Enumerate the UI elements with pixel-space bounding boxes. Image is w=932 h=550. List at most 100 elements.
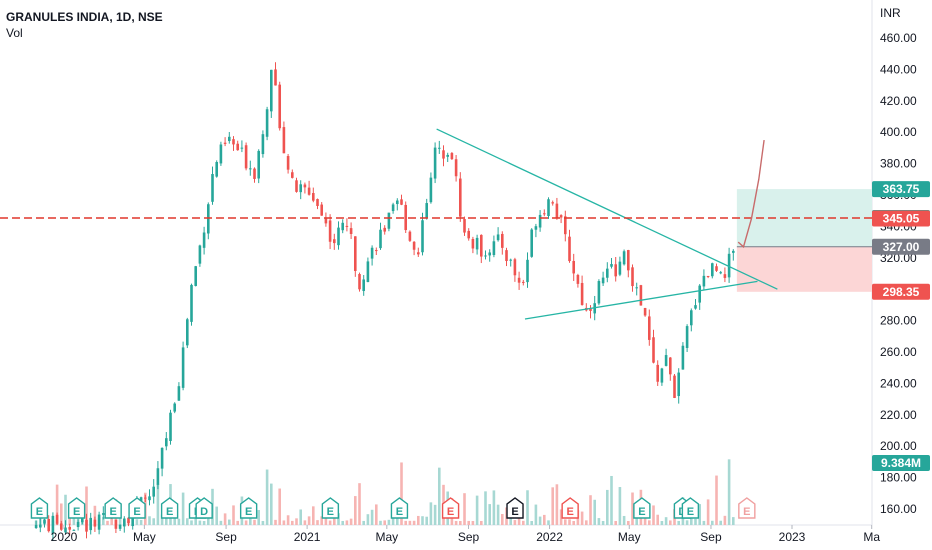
candle-body	[131, 512, 135, 527]
event-badge-shape	[30, 497, 49, 519]
event-badge-shape	[321, 497, 340, 519]
candle-body	[299, 184, 303, 193]
candle-body	[55, 514, 59, 524]
candle-body	[333, 239, 336, 244]
candle-body	[39, 524, 42, 528]
candle-body	[429, 177, 433, 203]
volume-bar	[165, 517, 168, 525]
candle-body	[719, 272, 723, 274]
volume-bar	[207, 516, 210, 525]
volume-bar	[282, 520, 286, 525]
volume-bar	[543, 514, 546, 525]
candle-body	[664, 355, 668, 366]
volume-bar	[362, 520, 366, 525]
earnings-icon: E	[133, 506, 140, 518]
event-badge-shape	[239, 497, 258, 519]
candle-body	[177, 386, 181, 401]
volume-bar	[55, 484, 59, 525]
event-marker: E	[738, 497, 756, 519]
candle-body	[370, 247, 374, 259]
price-tag: 363.75	[872, 181, 930, 198]
stop-zone	[736, 246, 872, 292]
volume-bar	[732, 517, 735, 525]
volume-bar	[286, 515, 290, 525]
volume-bar	[513, 520, 517, 525]
volume-bar	[488, 504, 492, 525]
volume-bar	[160, 514, 164, 525]
candle-body	[261, 134, 265, 155]
volume-bar	[400, 462, 403, 525]
projection-curve	[737, 139, 765, 249]
candle-body	[354, 236, 357, 271]
candle-body	[64, 527, 67, 533]
candle-body	[303, 184, 307, 188]
volume-bar	[622, 515, 626, 525]
event-marker: E	[390, 497, 409, 519]
candle-body	[727, 253, 731, 278]
price-tag-bg	[872, 283, 930, 300]
x-tick-label: 2023	[779, 530, 806, 544]
candle-body	[677, 372, 681, 397]
volume-bar	[425, 516, 429, 525]
volume-bar	[454, 520, 458, 525]
candle-body	[606, 268, 609, 278]
volume-bar	[156, 484, 160, 525]
volume-bar	[606, 489, 609, 525]
volume-bar	[433, 504, 437, 525]
event-marker: E	[441, 497, 460, 519]
candle-body	[517, 277, 521, 283]
candle-body	[144, 497, 147, 499]
volume-bar	[597, 518, 601, 525]
event-badge-shape	[441, 497, 460, 519]
earnings-icon: E	[73, 506, 80, 518]
earnings-icon: E	[743, 506, 750, 518]
y-tick-label: 440.00	[880, 62, 917, 76]
volume-bar	[467, 520, 471, 525]
volume-bar	[589, 495, 592, 525]
volume-bar	[547, 520, 550, 525]
volume-bar	[635, 518, 639, 525]
candle-body	[173, 403, 177, 412]
volume-bar	[316, 520, 319, 525]
volume-bar	[328, 520, 332, 525]
price-tag: 298.35	[872, 283, 930, 300]
candle-body	[307, 187, 311, 195]
volume-bar	[295, 518, 298, 525]
x-tick-label: 2022	[536, 530, 563, 544]
candle-body	[589, 308, 592, 311]
trend-line	[436, 128, 778, 290]
volume-tag-bg	[872, 455, 930, 471]
candle-body	[551, 202, 555, 204]
volume-bar	[618, 487, 622, 525]
candle-body	[102, 513, 105, 515]
volume-bar	[694, 518, 697, 525]
candle-body	[568, 236, 571, 262]
candle-body	[181, 347, 185, 388]
volume-bar	[568, 519, 571, 525]
volume-bar	[438, 467, 441, 525]
volume-bar	[475, 495, 479, 525]
candle-body	[383, 227, 387, 232]
volume-tag-label: 9.384M	[881, 456, 921, 470]
volume-bar	[198, 520, 202, 525]
event-marker: E	[681, 497, 700, 519]
volume-bar	[370, 509, 374, 525]
volume-bar	[652, 505, 655, 525]
volume-bar	[190, 520, 193, 525]
candle-body	[366, 261, 370, 283]
x-tick-label: Sep	[215, 530, 237, 544]
candle-body	[93, 519, 97, 527]
candle-body	[732, 250, 735, 253]
volume-bar	[648, 520, 651, 525]
price-tag: 327.00	[872, 238, 930, 255]
volume-bar	[387, 519, 391, 525]
volume-bar	[664, 517, 668, 525]
event-badge-shape	[67, 497, 86, 519]
candle-body	[723, 274, 727, 278]
x-tick-label: May	[618, 530, 641, 544]
event-marker: E	[30, 497, 49, 519]
candle-body	[244, 145, 248, 169]
candle-body	[501, 233, 504, 248]
candle-body	[643, 307, 647, 316]
